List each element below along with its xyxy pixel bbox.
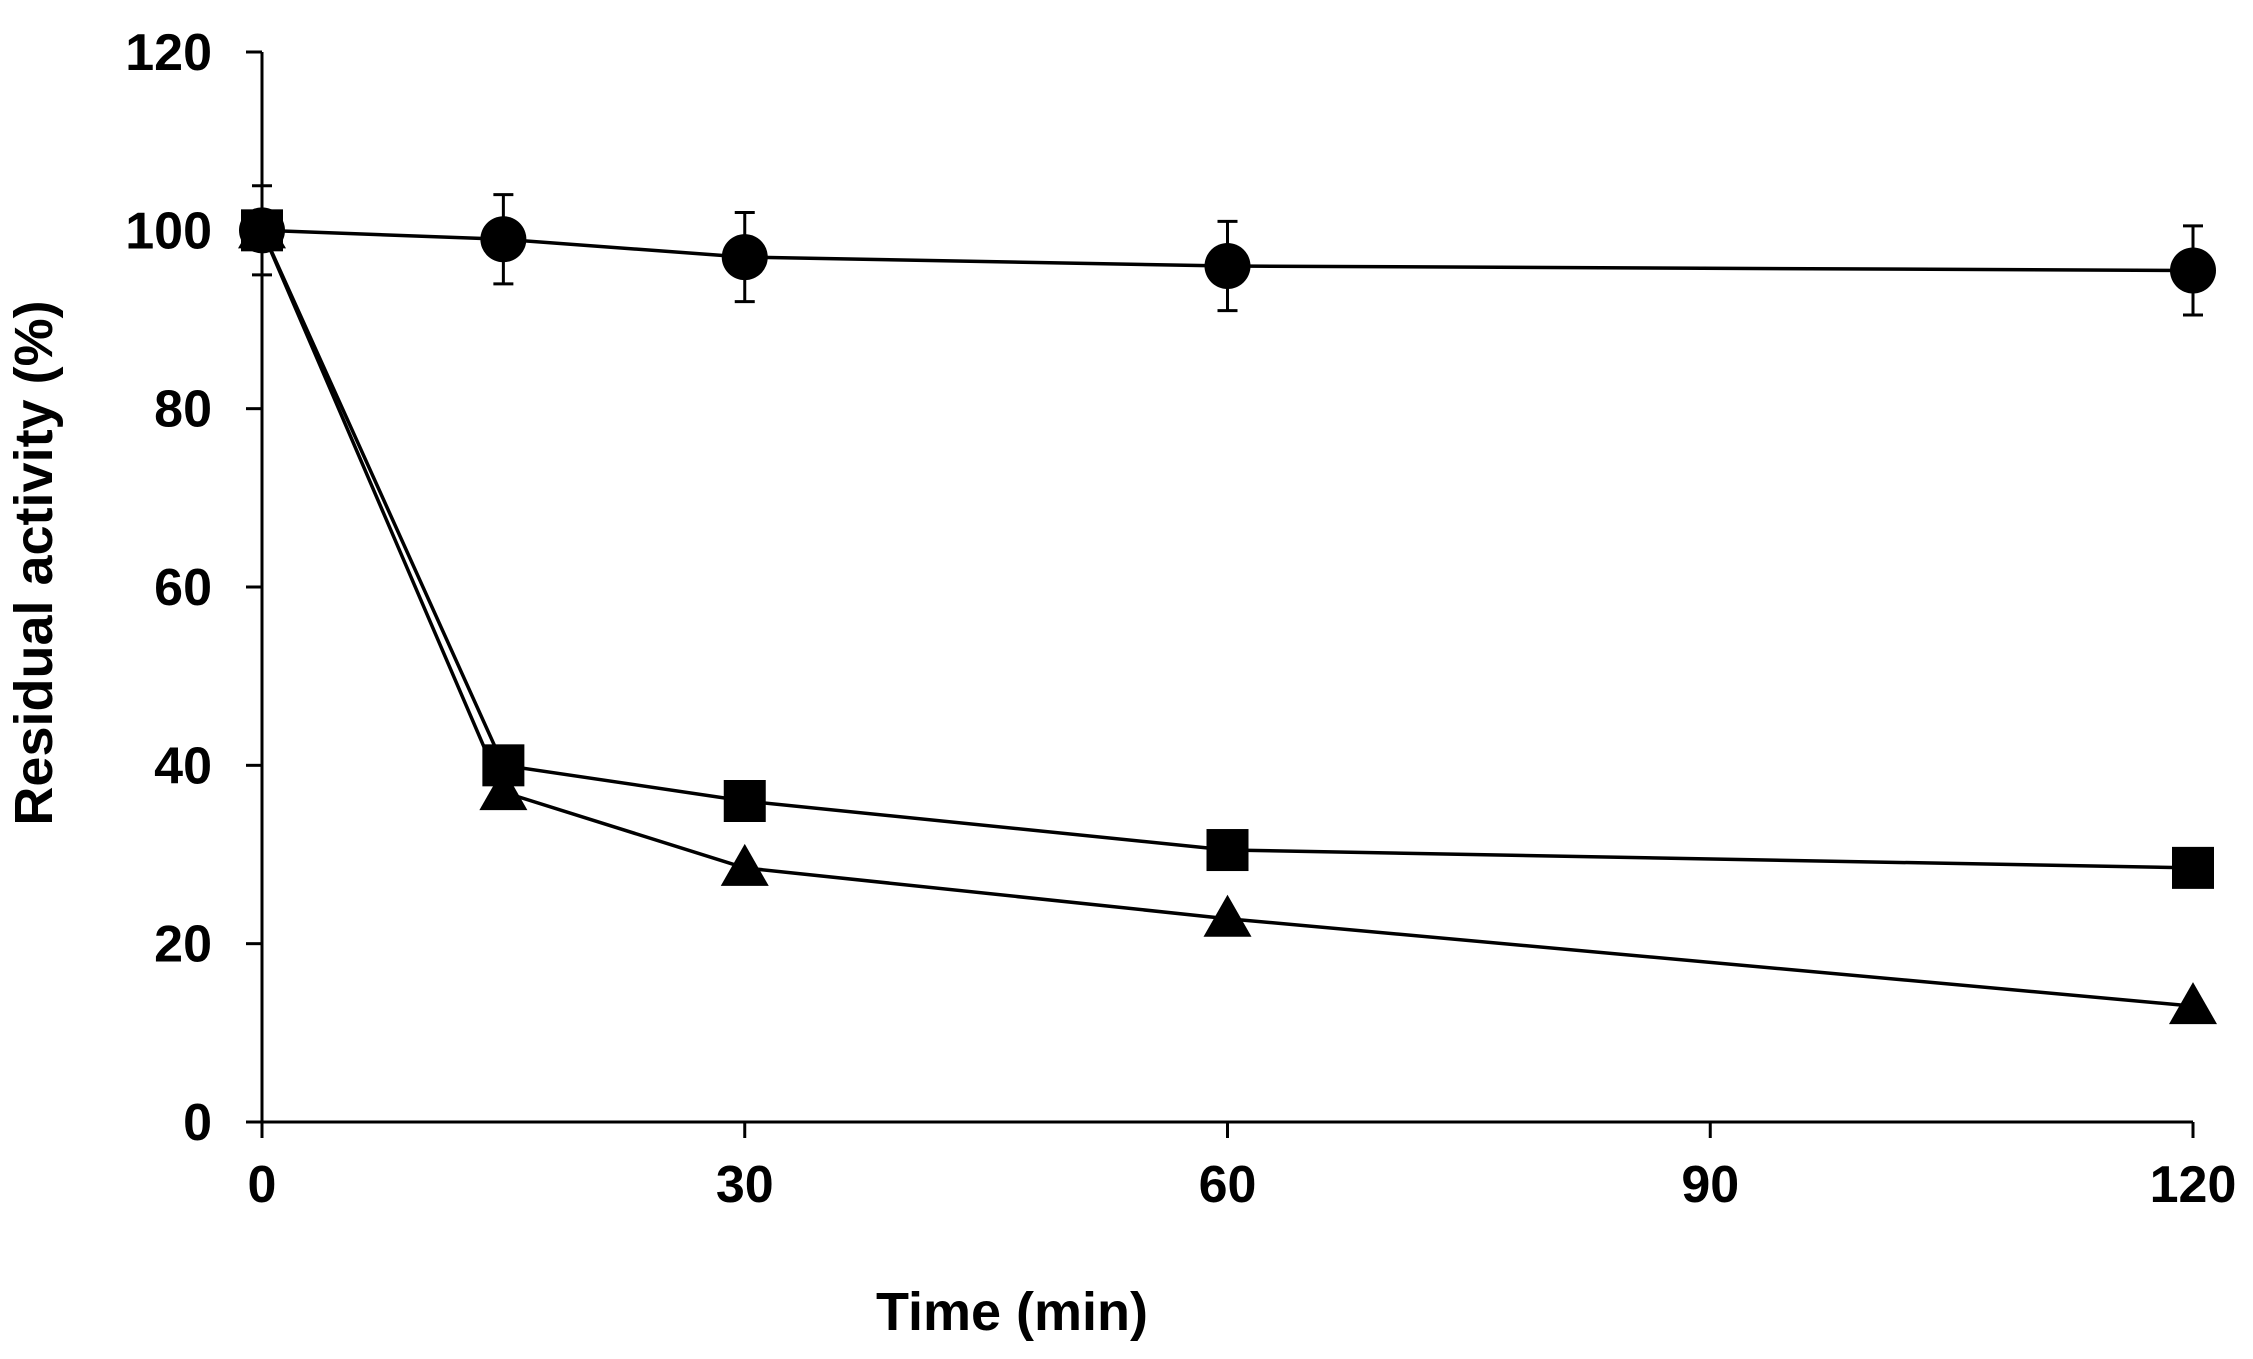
x-tick-label: 120 bbox=[2150, 1156, 2237, 1214]
y-tick-label: 40 bbox=[154, 737, 212, 795]
y-tick-label: 60 bbox=[154, 559, 212, 617]
series-line-triangle bbox=[260, 229, 2194, 1008]
series-lines bbox=[260, 228, 2194, 1008]
x-tick-label: 30 bbox=[716, 1156, 774, 1214]
data-point-triangle bbox=[720, 843, 769, 886]
data-point-circle bbox=[721, 234, 768, 281]
data-point-circle bbox=[480, 216, 527, 263]
data-markers bbox=[238, 206, 2217, 1025]
data-point-circle bbox=[1204, 243, 1251, 289]
y-tick-label: 100 bbox=[125, 202, 212, 260]
y-tick-label: 0 bbox=[183, 1094, 212, 1152]
data-point-square bbox=[1206, 829, 1249, 872]
x-axis-title: Time (min) bbox=[876, 1282, 1148, 1342]
y-tick-label: 20 bbox=[154, 916, 212, 974]
y-tick-label: 80 bbox=[154, 381, 212, 439]
x-tick-label: 90 bbox=[1681, 1156, 1739, 1214]
data-point-square bbox=[2172, 846, 2214, 889]
data-point-square bbox=[482, 744, 525, 787]
data-point-triangle bbox=[479, 768, 528, 811]
y-axis-title: Residual activity (%) bbox=[4, 300, 64, 825]
data-point-circle bbox=[2170, 247, 2216, 294]
series-line-square bbox=[260, 229, 2194, 870]
data-point-triangle bbox=[1203, 894, 1252, 937]
x-tick-label: 0 bbox=[248, 1156, 277, 1214]
data-point-triangle bbox=[2169, 982, 2217, 1025]
data-point-square bbox=[723, 780, 766, 822]
x-tick-label: 60 bbox=[1199, 1156, 1257, 1214]
y-tick-label: 120 bbox=[125, 24, 212, 82]
data-point-square bbox=[241, 209, 283, 252]
axes: 0 20 40 60 80 100 120 0 30 60 90 120 bbox=[125, 24, 2236, 1214]
